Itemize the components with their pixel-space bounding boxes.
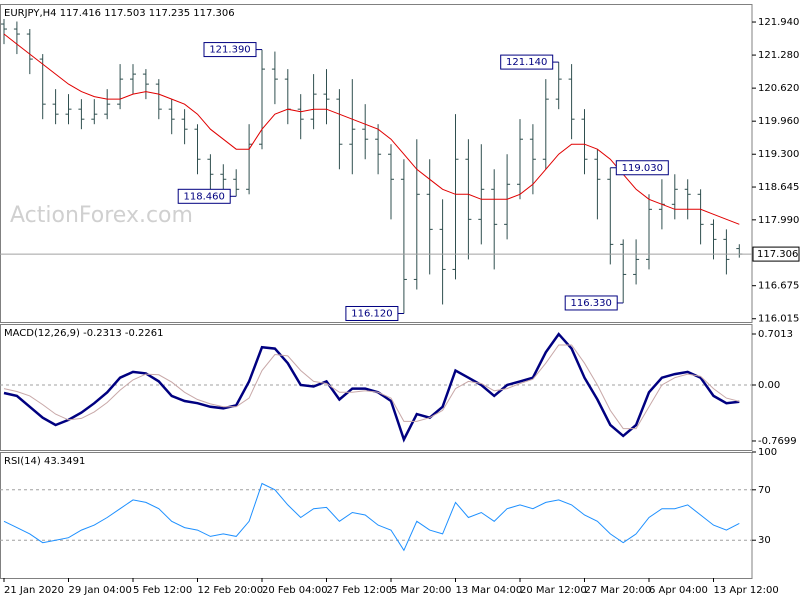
y-tick-label: 119.960 (758, 116, 799, 127)
x-tick-label: 20 Feb 04:00 (262, 585, 328, 596)
x-tick-label: 13 Apr 12:00 (714, 585, 779, 596)
y-tick-label: 116.675 (758, 281, 799, 292)
panel-title: RSI(14) 43.3491 (4, 456, 85, 467)
y-tick-label: 120.620 (758, 83, 799, 94)
last-price-box (752, 246, 800, 262)
y-tick-label: 0.00 (758, 380, 780, 391)
panel-title: EURJPY,H4 117.416 117.503 117.235 117.30… (4, 8, 235, 19)
x-tick-label: 13 Mar 04:00 (456, 585, 523, 596)
x-tick-label: 27 Mar 20:00 (585, 585, 652, 596)
annotation-box (564, 295, 618, 311)
panel-frame (0, 324, 753, 451)
y-tick-label: 100 (758, 447, 777, 458)
y-tick-label: -0.7699 (758, 436, 797, 447)
x-tick-label: 29 Jan 04:00 (69, 585, 132, 596)
x-tick-label: 21 Jan 2020 (4, 585, 64, 596)
y-tick-label: 118.645 (758, 182, 799, 193)
x-tick-label: 20 Mar 12:00 (520, 585, 587, 596)
indicator-line (3, 332, 740, 443)
annotation-box (615, 160, 669, 176)
x-tick-label: 5 Mar 20:00 (391, 585, 451, 596)
y-tick-label: 70 (758, 485, 771, 496)
watermark: ActionForex.com (10, 203, 193, 228)
annotation-label: 118.460 (184, 191, 225, 202)
y-tick-label: 119.300 (758, 149, 799, 160)
annotation-label: 116.120 (351, 308, 392, 319)
annotation-label: 121.390 (209, 45, 250, 56)
x-tick-label: 12 Feb 20:00 (198, 585, 264, 596)
y-tick-label: 121.280 (758, 50, 799, 61)
indicator-line (3, 344, 740, 430)
panel-title: MACD(12,26,9) -0.2313 -0.2261 (4, 328, 164, 339)
annotation-box (203, 42, 257, 58)
annotation-label: 119.030 (622, 163, 663, 174)
annotation-box (500, 54, 554, 70)
y-tick-label: 116.015 (758, 314, 799, 325)
panel-frame (0, 4, 753, 323)
y-tick-label: 0.7013 (758, 329, 793, 340)
x-tick-label: 6 Apr 04:00 (649, 585, 708, 596)
y-tick-label: 121.940 (758, 17, 799, 28)
y-tick-label: 30 (758, 535, 771, 546)
last-price-label: 117.306 (757, 249, 798, 260)
annotation-box (345, 305, 399, 321)
x-tick-label: 27 Feb 12:00 (327, 585, 393, 596)
annotation-box (177, 188, 231, 204)
annotation-label: 116.330 (571, 298, 612, 309)
x-tick-label: 5 Feb 12:00 (133, 585, 192, 596)
y-tick-label: 117.990 (758, 215, 799, 226)
moving-average (3, 33, 740, 225)
annotation-label: 121.140 (506, 57, 547, 68)
panel-frame (0, 452, 753, 579)
indicator-line (3, 482, 740, 552)
